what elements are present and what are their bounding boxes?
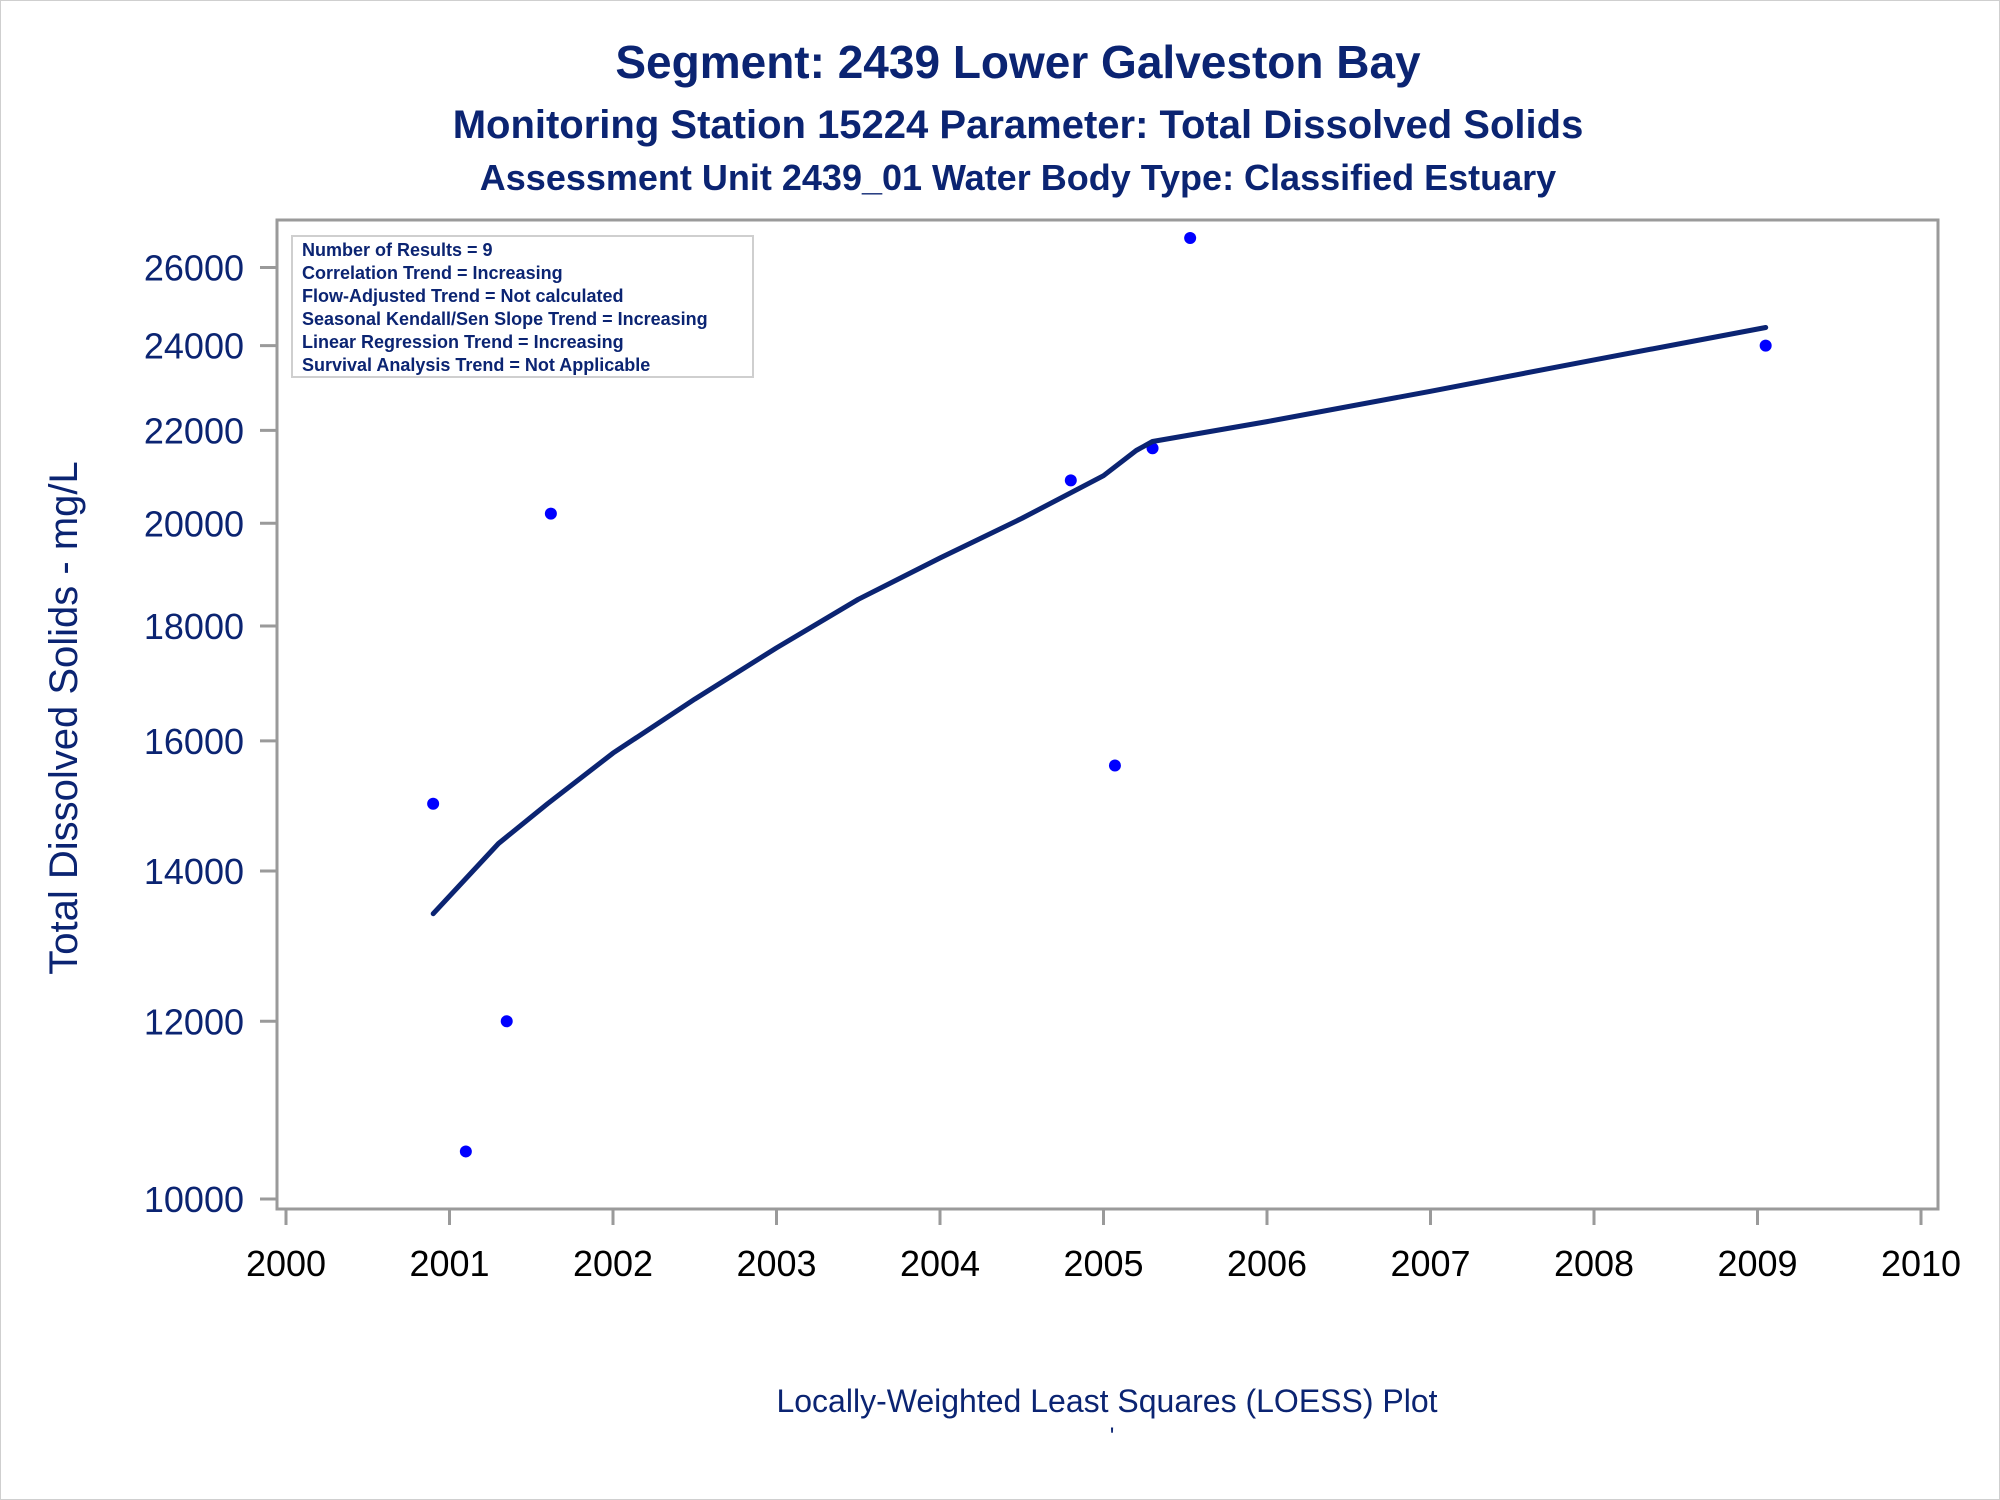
- x-tick-label: 2007: [1390, 1243, 1470, 1284]
- data-point: [544, 507, 557, 520]
- y-tick-label: 10000: [144, 1179, 244, 1220]
- x-tick-label: 2008: [1554, 1243, 1634, 1284]
- data-point: [1184, 232, 1197, 244]
- y-tick-label: 16000: [144, 721, 244, 762]
- stats-line: Flow-Adjusted Trend = Not calculated: [302, 286, 624, 306]
- plot-area: [275, 218, 1940, 1211]
- loess-curve: [430, 325, 1769, 917]
- chart-subtitle: Monitoring Station 15224 Parameter: Tota…: [453, 103, 1584, 147]
- x-tick-label: 2009: [1717, 1243, 1797, 1284]
- stats-line: Correlation Trend = Increasing: [302, 263, 563, 283]
- footnote-mark: ': [1110, 1423, 1115, 1450]
- chart-subtitle-2: Assessment Unit 2439_01 Water Body Type:…: [480, 157, 1556, 198]
- x-tick-label: 2000: [246, 1243, 326, 1284]
- x-tick-label: 2004: [900, 1243, 980, 1284]
- data-point: [500, 1015, 513, 1028]
- data-point: [1759, 339, 1772, 352]
- y-tick-label: 20000: [144, 503, 244, 544]
- y-tick-label: 22000: [144, 410, 244, 451]
- x-tick-label: 2001: [409, 1243, 489, 1284]
- x-tick-label: 2005: [1063, 1243, 1143, 1284]
- y-axis-label: Total Dissolved Solids - mg/L: [42, 461, 86, 975]
- data-point: [459, 1145, 472, 1158]
- chart-title: Segment: 2439 Lower Galveston Bay: [615, 36, 1421, 88]
- x-axis-label: Locally-Weighted Least Squares (LOESS) P…: [776, 1383, 1437, 1419]
- data-point: [1064, 474, 1077, 487]
- data-point: [1108, 759, 1121, 772]
- y-tick-label: 14000: [144, 851, 244, 892]
- x-tick-label: 2002: [573, 1243, 653, 1284]
- y-tick-label: 12000: [144, 1001, 244, 1042]
- y-tick-label: 24000: [144, 326, 244, 367]
- stats-line: Survival Analysis Trend = Not Applicable: [302, 355, 650, 375]
- stats-line: Number of Results = 9: [302, 240, 493, 260]
- x-tick-label: 2003: [736, 1243, 816, 1284]
- y-tick-label: 26000: [144, 248, 244, 289]
- stats-box-lines: Number of Results = 9 Correlation Trend =…: [302, 240, 708, 375]
- y-tick-label: 18000: [144, 606, 244, 647]
- data-point: [427, 797, 440, 810]
- stats-box: [291, 235, 754, 378]
- x-axis: 2000 2001 2002 2003 2004 2005 2006 2007 2008 2009…: [246, 1209, 1961, 1284]
- x-tick-label: 2006: [1227, 1243, 1307, 1284]
- x-tick-label: 2010: [1881, 1243, 1961, 1284]
- chart-marks: [427, 232, 1772, 1158]
- stats-line: Linear Regression Trend = Increasing: [302, 332, 624, 352]
- stats-line: Seasonal Kendall/Sen Slope Trend = Incre…: [302, 309, 708, 329]
- y-axis: 10000 12000 14000 16000 18000 20000 22000 24000…: [144, 248, 277, 1220]
